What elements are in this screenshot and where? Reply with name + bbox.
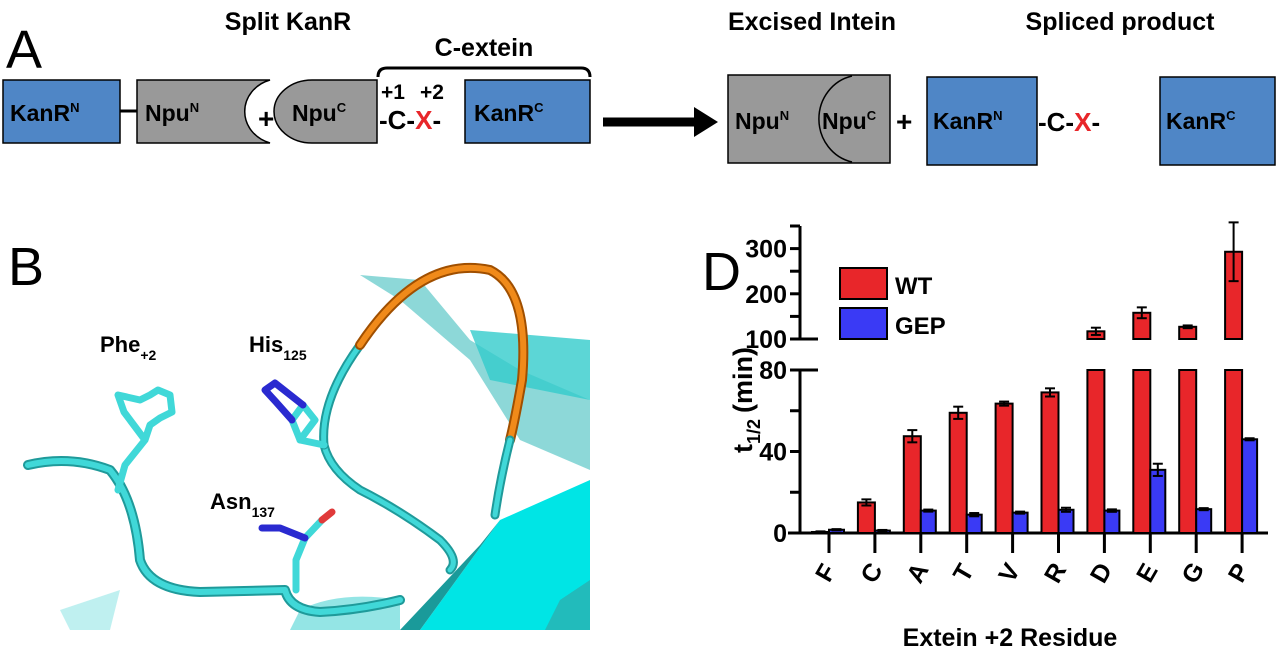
y-axis-label: t1/2(min) bbox=[728, 347, 764, 453]
y-tick-label: 80 bbox=[759, 357, 787, 385]
spliced-sequence: -C-X- bbox=[1038, 107, 1100, 137]
backbone-tube bbox=[23, 262, 529, 617]
bar-wt-R bbox=[1040, 391, 1060, 534]
y-tick-label: 100 bbox=[745, 326, 787, 354]
svg-text:NpuN: NpuN bbox=[735, 108, 789, 134]
x-tick-label: F bbox=[810, 559, 842, 586]
panel-b-structure: B Phe+2 His125 Asn137 bbox=[8, 237, 590, 630]
bar-gep-T bbox=[965, 513, 983, 534]
bar-gep-P bbox=[1241, 438, 1259, 534]
legend-label-wt: WT bbox=[895, 273, 933, 300]
x-tick-label: A bbox=[901, 558, 934, 588]
legend-swatch-gep bbox=[839, 307, 888, 340]
excised-intein-box: NpuN NpuC bbox=[727, 74, 891, 164]
x-tick-label: C bbox=[855, 558, 888, 588]
bar-gep-G bbox=[1195, 508, 1213, 535]
c-extein-sequence: -C-X- bbox=[379, 105, 441, 135]
c-extein-title: C-extein bbox=[435, 34, 534, 62]
x-tick-label: T bbox=[948, 559, 980, 586]
bar-wt-T bbox=[948, 411, 968, 535]
side-chain-sticks bbox=[114, 379, 336, 594]
bar-wt-E-lower bbox=[1132, 369, 1152, 534]
legend: WT GEP bbox=[839, 267, 946, 340]
spliced-kanr-c-box: KanRC bbox=[1159, 76, 1276, 166]
bar-wt-D-lower bbox=[1086, 369, 1106, 534]
npu-n-shape: NpuN bbox=[136, 79, 271, 144]
svg-text:KanRN: KanRN bbox=[10, 100, 79, 126]
panel-b-label: B bbox=[8, 237, 44, 297]
reaction-arrow-icon bbox=[603, 107, 718, 137]
svg-text:KanRC: KanRC bbox=[1166, 108, 1236, 134]
bar-wt-P-lower bbox=[1224, 369, 1244, 534]
kanr-n-box: KanRN bbox=[2, 79, 121, 144]
spliced-product-title: Spliced product bbox=[1026, 8, 1216, 36]
position-plus2: +2 bbox=[420, 81, 444, 104]
x-tick-label: E bbox=[1131, 559, 1164, 587]
position-plus1: +1 bbox=[381, 81, 405, 104]
plus-sign: + bbox=[258, 103, 274, 134]
residue-label-asn: Asn137 bbox=[210, 489, 275, 520]
bar-gep-R bbox=[1057, 508, 1075, 534]
legend-swatch-wt bbox=[839, 267, 888, 300]
x-tick-label: G bbox=[1176, 558, 1210, 589]
svg-text:NpuC: NpuC bbox=[292, 100, 347, 126]
panel-a-diagram: A Split KanR C-extein Excised Intein Spl… bbox=[2, 8, 1276, 166]
bar-gep-V bbox=[1011, 511, 1029, 534]
bar-gep-D bbox=[1103, 509, 1121, 534]
residue-label-his: His125 bbox=[249, 332, 307, 363]
y-tick-label: 300 bbox=[745, 236, 787, 264]
x-tick-label: R bbox=[1039, 558, 1072, 588]
panel-d-label: D bbox=[702, 242, 741, 302]
svg-text:NpuC: NpuC bbox=[822, 108, 877, 134]
npu-c-shape: NpuC bbox=[273, 79, 378, 144]
bar-gep-E bbox=[1149, 468, 1167, 534]
legend-label-gep: GEP bbox=[895, 313, 946, 340]
x-tick-label: V bbox=[993, 559, 1026, 588]
x-axis-label: Extein +2 Residue bbox=[903, 624, 1118, 652]
excised-intein-title: Excised Intein bbox=[728, 8, 896, 36]
bar-gep-A bbox=[919, 509, 937, 534]
y-tick-label: 0 bbox=[773, 520, 787, 548]
bar-wt-G-lower bbox=[1178, 369, 1198, 534]
y-tick-label: 40 bbox=[759, 439, 787, 467]
spliced-kanr-n-box: KanRN bbox=[926, 76, 1038, 166]
x-tick-label: P bbox=[1223, 559, 1256, 587]
bar-wt-A bbox=[902, 435, 922, 534]
svg-text:NpuN: NpuN bbox=[145, 100, 199, 126]
protein-cartoon bbox=[60, 275, 590, 630]
bar-wt-V bbox=[994, 402, 1014, 534]
plus-sign-2: + bbox=[896, 106, 912, 137]
panel-a-label: A bbox=[6, 20, 42, 80]
kanr-c-box: KanRC bbox=[464, 79, 591, 144]
c-extein-bracket bbox=[376, 66, 592, 78]
bar-wt-C bbox=[856, 501, 876, 534]
svg-text:KanRC: KanRC bbox=[474, 100, 544, 126]
residue-label-phe: Phe+2 bbox=[100, 332, 157, 363]
split-kanr-title: Split KanR bbox=[225, 8, 351, 36]
x-tick-label: D bbox=[1085, 558, 1118, 588]
y-tick-label: 200 bbox=[745, 281, 787, 309]
svg-text:KanRN: KanRN bbox=[933, 108, 1002, 134]
